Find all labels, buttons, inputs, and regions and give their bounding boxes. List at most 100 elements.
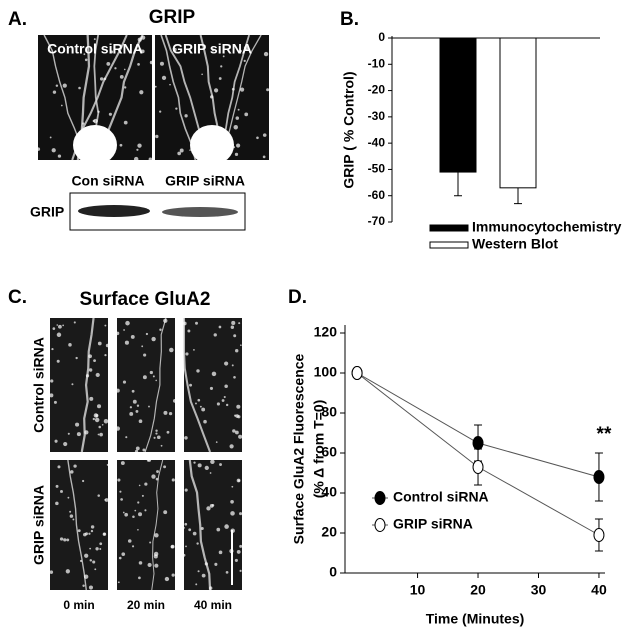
y-tick-label: -20 bbox=[368, 83, 386, 97]
puncta bbox=[220, 65, 223, 68]
puncta bbox=[208, 586, 213, 590]
micrograph-texture bbox=[36, 34, 270, 165]
puncta bbox=[75, 422, 80, 427]
puncta bbox=[235, 116, 240, 120]
puncta bbox=[104, 324, 107, 327]
puncta bbox=[155, 379, 157, 382]
lane-label: GRIP siRNA bbox=[165, 173, 245, 189]
puncta bbox=[51, 347, 54, 351]
image-label: Control siRNA bbox=[47, 41, 143, 57]
puncta bbox=[195, 402, 197, 405]
puncta bbox=[69, 510, 72, 513]
y-tick-label: 60 bbox=[321, 444, 337, 460]
puncta bbox=[218, 77, 222, 80]
puncta bbox=[149, 541, 152, 544]
puncta bbox=[99, 77, 104, 81]
puncta bbox=[104, 354, 107, 357]
puncta bbox=[223, 395, 226, 399]
puncta bbox=[123, 68, 126, 71]
puncta bbox=[222, 55, 225, 58]
bar bbox=[499, 37, 537, 189]
y-tick-label: -30 bbox=[368, 109, 386, 123]
puncta bbox=[129, 412, 134, 416]
puncta bbox=[166, 430, 170, 434]
puncta bbox=[121, 552, 126, 556]
puncta bbox=[204, 562, 208, 566]
puncta bbox=[155, 134, 159, 139]
x-tick-label: 40 bbox=[591, 582, 607, 598]
puncta bbox=[120, 498, 123, 501]
puncta bbox=[67, 432, 70, 435]
puncta bbox=[153, 436, 156, 439]
y-tick-label: 40 bbox=[321, 484, 337, 500]
puncta bbox=[210, 95, 214, 99]
puncta bbox=[108, 112, 112, 116]
puncta bbox=[114, 67, 117, 70]
legend-swatch bbox=[429, 241, 469, 249]
puncta bbox=[197, 463, 202, 468]
x-tick-label: 20 bbox=[470, 582, 486, 598]
puncta bbox=[193, 461, 196, 464]
puncta bbox=[243, 45, 249, 51]
puncta bbox=[137, 37, 142, 42]
puncta bbox=[224, 524, 229, 529]
puncta bbox=[239, 544, 243, 548]
micrograph bbox=[117, 460, 175, 590]
puncta bbox=[136, 404, 140, 407]
column-label: 0 min bbox=[63, 598, 94, 612]
bar bbox=[439, 37, 477, 173]
puncta bbox=[69, 514, 74, 518]
puncta bbox=[171, 478, 175, 482]
puncta bbox=[231, 87, 235, 91]
puncta bbox=[211, 504, 215, 507]
puncta bbox=[93, 359, 96, 363]
y-tick-label: 20 bbox=[321, 524, 337, 540]
puncta bbox=[99, 432, 103, 437]
dendrite bbox=[188, 459, 212, 591]
puncta bbox=[216, 527, 221, 532]
puncta bbox=[63, 538, 67, 542]
puncta bbox=[89, 547, 92, 550]
puncta bbox=[156, 435, 161, 440]
puncta bbox=[124, 86, 127, 89]
x-tick-label: 30 bbox=[531, 582, 547, 598]
puncta bbox=[213, 333, 217, 337]
dendrite bbox=[144, 317, 167, 453]
puncta bbox=[85, 374, 90, 378]
puncta bbox=[138, 576, 141, 580]
puncta bbox=[138, 561, 143, 565]
puncta bbox=[57, 465, 61, 469]
puncta bbox=[88, 368, 93, 372]
puncta bbox=[154, 85, 157, 88]
panel-label: D. bbox=[288, 287, 307, 308]
puncta bbox=[88, 532, 91, 535]
dendrite bbox=[160, 34, 197, 161]
puncta bbox=[199, 405, 202, 408]
puncta bbox=[149, 370, 153, 375]
puncta bbox=[71, 383, 74, 386]
puncta bbox=[137, 528, 139, 531]
puncta bbox=[103, 419, 109, 424]
puncta bbox=[140, 35, 146, 40]
puncta bbox=[266, 88, 270, 92]
puncta bbox=[193, 349, 195, 351]
puncta bbox=[147, 458, 152, 462]
puncta bbox=[213, 88, 219, 93]
y-tick-label: 80 bbox=[321, 404, 337, 420]
legend-label: GRIP siRNA bbox=[393, 516, 473, 532]
puncta bbox=[92, 417, 95, 421]
puncta bbox=[78, 86, 81, 90]
puncta bbox=[51, 148, 56, 153]
puncta bbox=[138, 484, 141, 487]
puncta bbox=[211, 49, 215, 52]
blot-band bbox=[78, 205, 150, 217]
legend-label: Immunocytochemistry bbox=[472, 219, 622, 235]
column-label: 40 min bbox=[194, 598, 232, 612]
panel-title: GRIP bbox=[149, 7, 196, 28]
puncta bbox=[62, 324, 65, 327]
puncta bbox=[169, 83, 171, 86]
puncta bbox=[65, 569, 70, 574]
puncta bbox=[132, 399, 137, 404]
puncta bbox=[118, 556, 122, 560]
puncta bbox=[72, 518, 75, 521]
